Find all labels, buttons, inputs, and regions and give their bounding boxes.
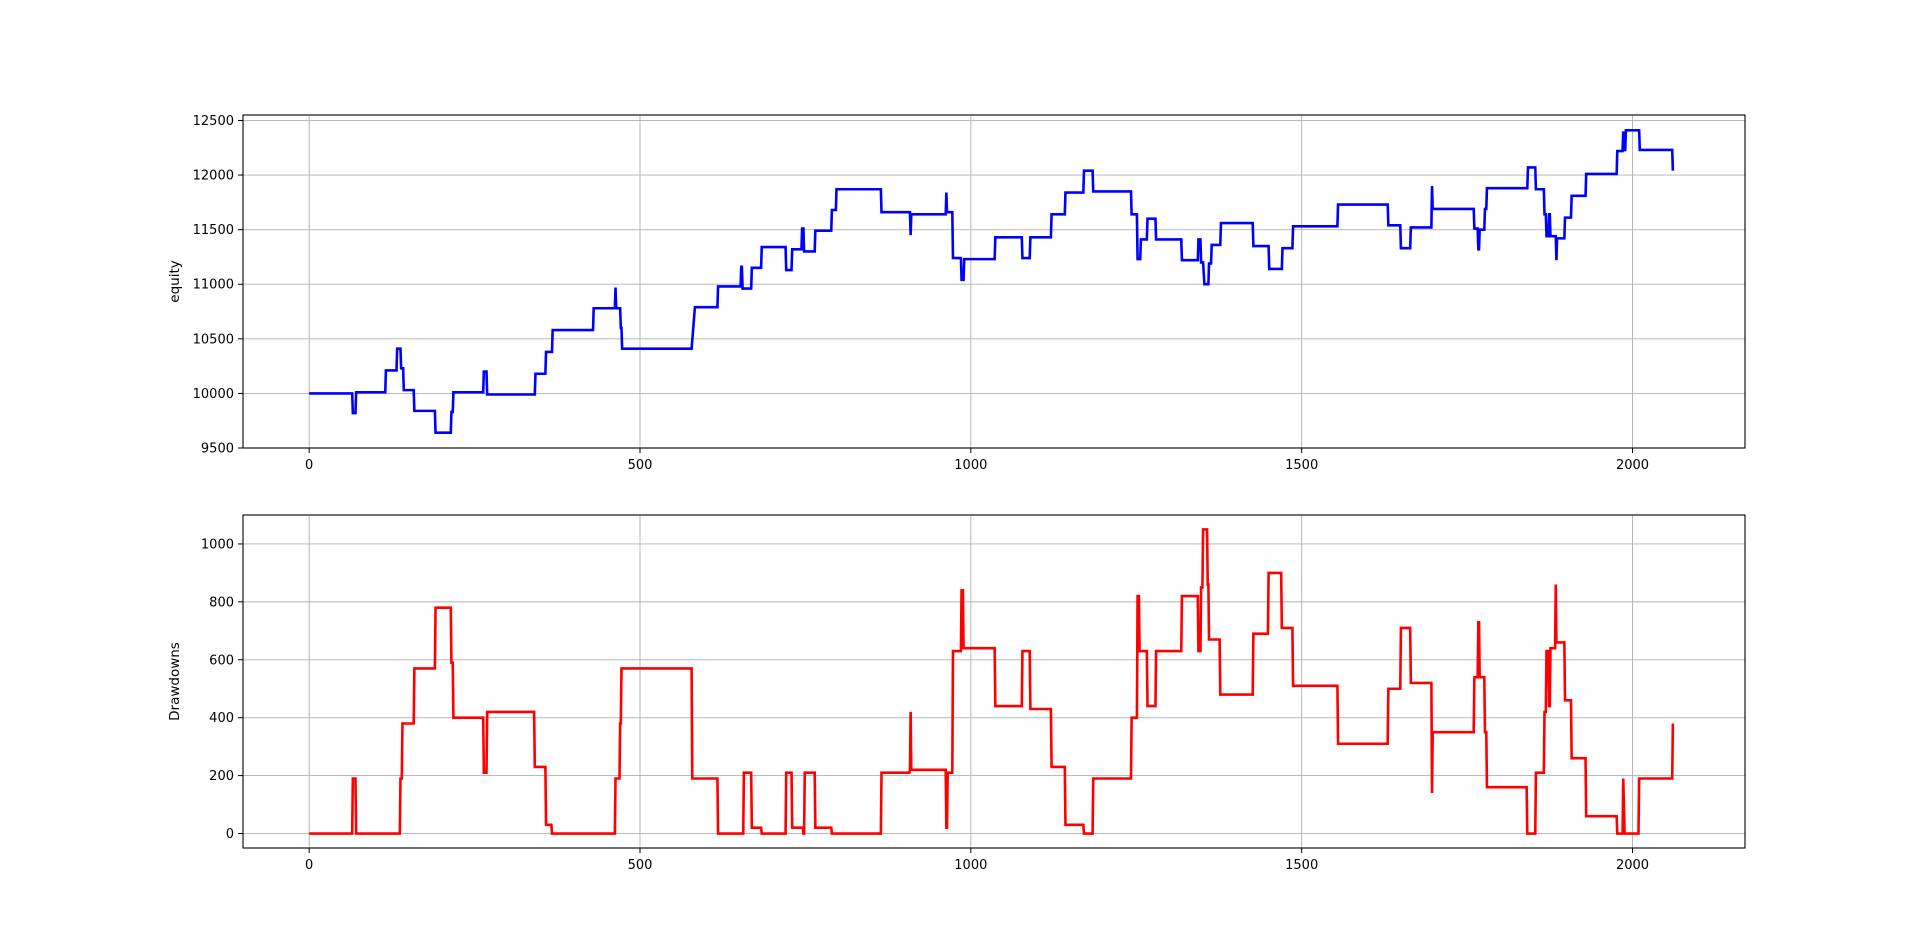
drawdowns-series-line bbox=[309, 528, 1675, 835]
equity-y-tick-label: 9500 bbox=[201, 442, 234, 457]
equity-y-axis-label: equity bbox=[167, 260, 183, 302]
equity-series bbox=[309, 128, 1675, 435]
drawdowns-y-tick-label: 400 bbox=[209, 711, 234, 726]
equity-y-tick-label: 11000 bbox=[193, 278, 234, 293]
drawdowns-y-tick-label: 800 bbox=[209, 595, 234, 610]
drawdowns-x-tick-label: 1500 bbox=[1285, 858, 1318, 873]
equity-x-tick-label: 1000 bbox=[954, 458, 987, 473]
equity-plot-frame bbox=[242, 114, 1746, 449]
equity-chart: 0 500 1000 1500 2000 9500 10000 10500 11000 11500… bbox=[167, 114, 1746, 473]
equity-y-tick-label: 11500 bbox=[193, 223, 234, 238]
drawdowns-chart: 0 500 1000 1500 2000 0 200 400 600 800 1000 Drawdo… bbox=[167, 514, 1746, 873]
drawdowns-ticks: 0 500 1000 1500 2000 0 200 400 600 800 1000 bbox=[201, 537, 1649, 873]
equity-y-tick-label: 12000 bbox=[193, 169, 234, 184]
equity-x-tick-label: 0 bbox=[305, 458, 313, 473]
drawdowns-y-tick-label: 1000 bbox=[201, 537, 234, 552]
equity-y-tick-label: 10500 bbox=[193, 332, 234, 347]
drawdowns-y-tick-label: 600 bbox=[209, 653, 234, 668]
drawdowns-x-tick-label: 1000 bbox=[954, 858, 987, 873]
equity-ticks: 0 500 1000 1500 2000 9500 10000 10500 11000 11500… bbox=[193, 114, 1649, 473]
drawdowns-y-axis-label: Drawdowns bbox=[167, 642, 183, 721]
equity-x-tick-label: 500 bbox=[628, 458, 653, 473]
drawdowns-y-tick-label: 0 bbox=[226, 827, 234, 842]
drawdowns-x-tick-label: 0 bbox=[305, 858, 313, 873]
equity-grid bbox=[243, 115, 1745, 449]
drawdowns-x-tick-label: 2000 bbox=[1616, 858, 1649, 873]
equity-y-tick-label: 10000 bbox=[193, 387, 234, 402]
drawdowns-x-tick-label: 500 bbox=[628, 858, 653, 873]
equity-x-tick-label: 2000 bbox=[1616, 458, 1649, 473]
equity-series-line bbox=[309, 128, 1675, 435]
drawdowns-plot-frame bbox=[242, 514, 1746, 849]
equity-x-tick-label: 1500 bbox=[1285, 458, 1318, 473]
drawdowns-y-tick-label: 200 bbox=[209, 769, 234, 784]
equity-y-tick-label: 12500 bbox=[193, 114, 234, 129]
drawdowns-series bbox=[309, 528, 1675, 835]
